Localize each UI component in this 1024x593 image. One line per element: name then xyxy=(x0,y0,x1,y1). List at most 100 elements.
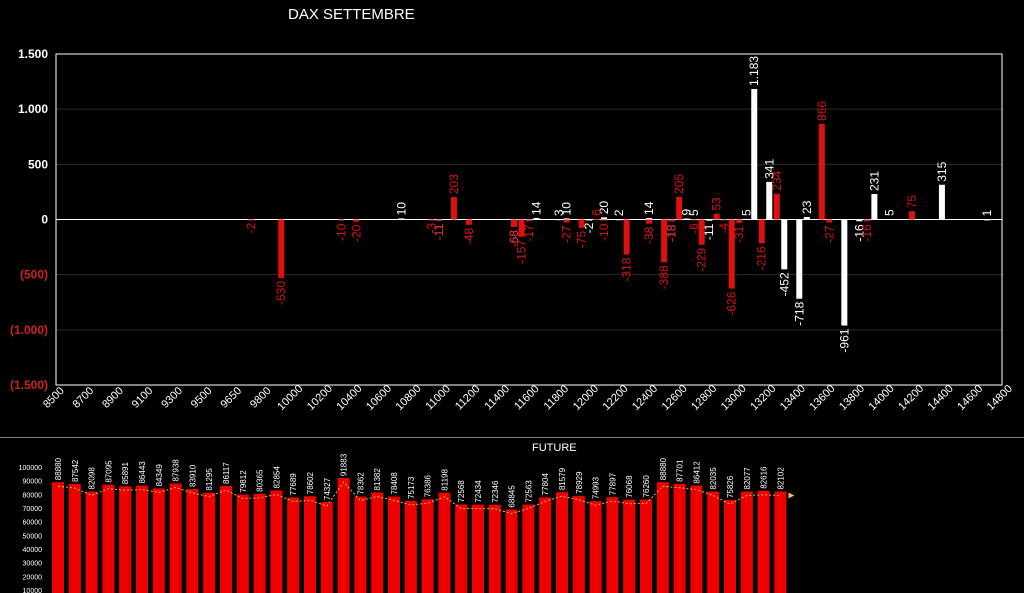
x-tick-label: 9500 xyxy=(189,385,215,411)
data-label: 77804 xyxy=(541,473,550,496)
data-label: -10 xyxy=(334,223,348,241)
x-tick-label: 12200 xyxy=(601,383,631,413)
bar xyxy=(740,491,753,593)
data-label: -3 xyxy=(424,223,438,234)
data-label: -17 xyxy=(522,224,536,242)
bar xyxy=(661,219,668,263)
y-tick-label: (1.000) xyxy=(10,323,48,337)
data-label: 1 xyxy=(980,209,994,216)
data-label: 76386 xyxy=(424,474,433,497)
bar xyxy=(698,219,705,245)
data-label: -16 xyxy=(860,224,874,242)
bar xyxy=(450,197,457,220)
x-tick-label: 9650 xyxy=(218,385,244,411)
bar xyxy=(706,219,713,221)
data-label: 9 xyxy=(680,209,694,216)
x-tick-label: 13200 xyxy=(748,383,778,413)
data-label: 14 xyxy=(530,201,544,215)
x-tick-label: 10600 xyxy=(364,383,394,413)
bar xyxy=(526,219,532,222)
bar xyxy=(438,492,451,593)
data-label: 53 xyxy=(710,197,724,211)
data-label: 76068 xyxy=(625,475,634,498)
data-label: 87938 xyxy=(172,459,181,482)
data-label: -4 xyxy=(717,223,731,234)
data-label: -10 xyxy=(597,223,611,241)
data-label: 87701 xyxy=(676,459,685,482)
data-label: 68845 xyxy=(508,485,517,508)
data-label: 82616 xyxy=(760,466,769,489)
data-label: -27 xyxy=(822,225,836,243)
y-tick-label: (1.500) xyxy=(10,378,48,392)
bar xyxy=(908,211,915,220)
data-label: 81198 xyxy=(440,468,449,490)
x-tick-label: 10200 xyxy=(305,383,335,413)
data-label: 82035 xyxy=(709,467,718,490)
y-tick-label: 10000 xyxy=(23,588,43,593)
x-tick-label: 11600 xyxy=(512,383,542,413)
bar xyxy=(606,497,619,593)
bar xyxy=(757,490,770,593)
bar xyxy=(646,219,653,224)
y-tick-label: 0 xyxy=(41,213,48,227)
data-label: 91883 xyxy=(340,453,349,476)
data-label: -68 xyxy=(507,230,521,248)
y-tick-label: 100000 xyxy=(19,465,42,472)
bar xyxy=(236,494,249,593)
data-label: 72568 xyxy=(457,480,466,503)
data-label: 341 xyxy=(762,159,776,179)
bar xyxy=(668,219,675,222)
data-label: 75 xyxy=(905,195,919,209)
x-tick-label: 8900 xyxy=(100,385,126,411)
data-label: 866 xyxy=(815,101,829,121)
data-label: 231 xyxy=(867,171,881,191)
data-label: 5 xyxy=(740,209,754,216)
bar xyxy=(796,219,803,299)
bar xyxy=(640,499,652,593)
x-tick-label: 9800 xyxy=(248,385,274,411)
data-label: -229 xyxy=(695,247,709,271)
bar xyxy=(826,219,833,223)
data-label: -2 xyxy=(582,222,596,233)
bar xyxy=(248,219,255,221)
bar xyxy=(616,219,623,221)
bar xyxy=(766,181,773,220)
bar xyxy=(388,496,400,593)
x-tick-label: 11800 xyxy=(542,383,572,413)
y-tick-label: 90000 xyxy=(23,479,43,486)
data-label: -16 xyxy=(852,224,866,242)
data-label: 88880 xyxy=(659,457,668,480)
data-label: -38 xyxy=(642,226,656,244)
x-tick-label: 10000 xyxy=(275,383,305,413)
bar xyxy=(455,504,468,593)
x-tick-label: 11200 xyxy=(453,383,483,413)
bar xyxy=(589,501,602,593)
bar xyxy=(593,218,600,220)
bar xyxy=(886,218,893,220)
chart-title: DAX SETTEMBRE xyxy=(288,6,415,23)
bar xyxy=(743,218,750,220)
data-label: 23 xyxy=(800,200,814,214)
bar xyxy=(871,194,878,220)
bar xyxy=(803,216,810,220)
bar xyxy=(428,219,435,221)
bar xyxy=(556,219,563,221)
bar xyxy=(353,219,360,222)
data-label: 80365 xyxy=(256,469,265,492)
data-label: -626 xyxy=(725,291,739,315)
bar xyxy=(586,219,593,221)
data-label: -718 xyxy=(792,301,806,325)
bar xyxy=(841,219,848,326)
bar xyxy=(287,497,300,593)
y-tick-label: 40000 xyxy=(23,547,43,554)
data-label: 1.183 xyxy=(747,56,761,86)
x-tick-label: 14200 xyxy=(896,383,926,413)
bar xyxy=(152,488,165,593)
data-label: -31 xyxy=(732,226,746,244)
data-label: 5 xyxy=(687,209,701,216)
data-label: -157 xyxy=(514,240,528,264)
data-label: 77689 xyxy=(289,473,298,496)
data-label: -11 xyxy=(702,223,716,240)
x-tick-label: 14800 xyxy=(985,383,1015,413)
bar xyxy=(52,482,64,593)
